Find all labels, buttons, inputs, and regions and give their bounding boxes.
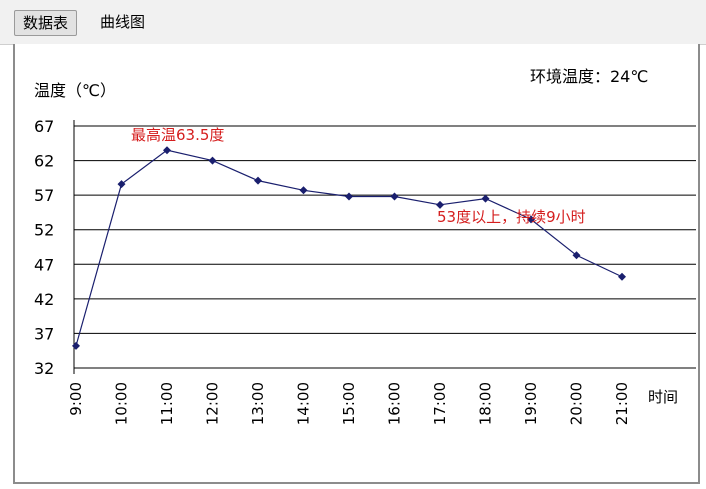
x-tick-label: 13:00 (249, 382, 267, 425)
data-point (345, 192, 353, 201)
y-tick-label: 67 (34, 117, 54, 136)
data-point (390, 192, 399, 201)
y-tick-label: 52 (34, 221, 54, 240)
x-tick-label: 17:00 (431, 382, 449, 425)
y-tick-label: 42 (34, 290, 54, 309)
x-tick-label: 12:00 (204, 382, 222, 425)
data-point (527, 215, 535, 224)
data-point (72, 341, 80, 350)
x-tick-label: 9:00 (67, 382, 85, 416)
x-tick-label: 16:00 (386, 382, 404, 425)
series-line (75, 149, 623, 347)
data-point (117, 180, 126, 189)
data-point (618, 272, 626, 281)
data-point (436, 200, 444, 209)
data-point (254, 176, 262, 185)
ambient-temperature-label: 环境温度：24℃ (530, 67, 648, 86)
y-axis-label: 温度（℃） (34, 81, 116, 100)
tab-bar: 数据表 曲线图 (0, 0, 706, 45)
x-tick-label: 10:00 (113, 382, 131, 425)
data-point (208, 156, 217, 165)
x-tick-label: 21:00 (613, 382, 631, 425)
y-tick-label: 47 (34, 255, 54, 274)
annotation-label: 53度以上，持续9小时 (437, 208, 586, 226)
data-point (572, 251, 581, 260)
y-tick-label: 37 (34, 324, 54, 343)
y-tick-label: 32 (34, 359, 54, 378)
tab-data-table[interactable]: 数据表 (14, 10, 78, 36)
data-point (299, 186, 308, 195)
y-tick-label: 62 (34, 152, 54, 171)
x-axis-label: 时间 (648, 388, 678, 406)
annotation-label: 最高温63.5度 (131, 126, 224, 144)
data-point (163, 146, 171, 155)
x-tick-label: 18:00 (477, 382, 495, 425)
x-tick-label: 15:00 (340, 382, 358, 425)
data-point (481, 194, 490, 203)
x-tick-label: 14:00 (295, 382, 313, 425)
y-tick-label: 57 (34, 186, 54, 205)
x-tick-label: 20:00 (568, 382, 586, 425)
tab-line-chart[interactable]: 曲线图 (100, 13, 146, 31)
x-tick-label: 19:00 (522, 382, 540, 425)
x-tick-label: 11:00 (158, 382, 176, 425)
